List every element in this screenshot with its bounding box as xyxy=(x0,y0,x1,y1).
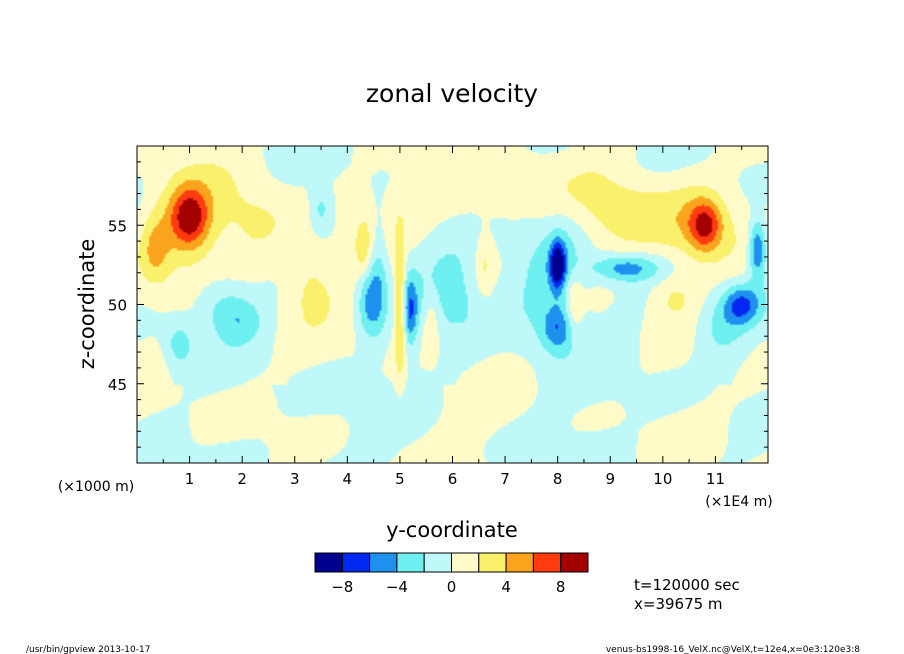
colorbar: −8 −4 0 4 8 xyxy=(314,552,589,596)
colorbar-swatch xyxy=(341,552,371,573)
x-scale-note: (×1E4 m) xyxy=(705,494,772,510)
x-tick-label: 6 xyxy=(448,470,458,488)
time-label: t=120000 sec xyxy=(634,576,740,594)
x-tick-label: 5 xyxy=(395,470,405,488)
x-tick-label: 2 xyxy=(237,470,247,488)
colorbar-tick-label: 4 xyxy=(501,578,511,596)
colorbar-swatch xyxy=(396,552,425,573)
x-tick-label: 1 xyxy=(185,470,195,488)
x-tick-label: 7 xyxy=(500,470,510,488)
colorbar-swatch xyxy=(560,552,589,573)
x-tick-label: 10 xyxy=(653,470,672,488)
y-scale-note: (×1000 m) xyxy=(58,479,134,495)
y-tick-label: 55 xyxy=(108,217,127,235)
x-tick-label: 4 xyxy=(343,470,353,488)
colorbar-tick-label: −8 xyxy=(331,578,353,596)
colorbar-swatch xyxy=(505,552,534,573)
colorbar-swatch xyxy=(369,552,398,573)
colorbar-swatch xyxy=(532,552,562,573)
y-tick-label: 50 xyxy=(108,297,127,315)
colorbar-tick-label: −4 xyxy=(386,578,408,596)
colorbar-swatch xyxy=(423,552,453,573)
x-tick-label: 11 xyxy=(706,470,725,488)
y-axis-label: z-coordinate xyxy=(75,239,99,370)
colorbar-swatch xyxy=(478,552,507,573)
x-tick-label: 3 xyxy=(290,470,300,488)
position-label: x=39675 m xyxy=(634,595,723,613)
x-axis-label: y-coordinate xyxy=(386,518,518,542)
velocity-field xyxy=(137,146,768,463)
colorbar-swatch xyxy=(314,552,343,573)
y-tick-label: 45 xyxy=(108,376,127,394)
footer-left: /usr/bin/gpview 2013-10-17 xyxy=(26,645,150,654)
chart-title: zonal velocity xyxy=(366,79,538,108)
x-ticks: 1 2 3 4 5 6 7 8 9 10 11 xyxy=(162,146,743,488)
y-ticks: 45 50 55 xyxy=(108,161,768,448)
footer-right: venus-bs1998-16_VelX.nc@VelX,t=12e4,x=0e… xyxy=(606,645,860,654)
x-tick-label: 8 xyxy=(553,470,563,488)
colorbar-swatch xyxy=(451,552,480,573)
colorbar-tick-label: 0 xyxy=(447,578,457,596)
x-tick-label: 9 xyxy=(605,470,615,488)
colorbar-tick-label: 8 xyxy=(556,578,566,596)
